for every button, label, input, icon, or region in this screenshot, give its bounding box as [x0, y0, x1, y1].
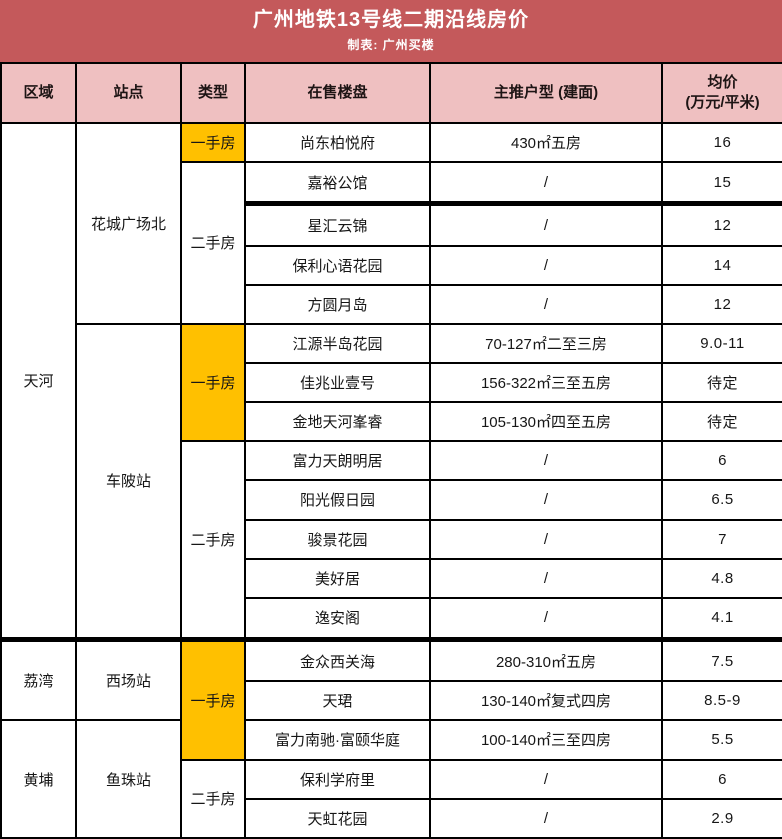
header-property: 在售楼盘 [244, 62, 431, 124]
table-row: 荔湾 西场站 一手房 金众西关海 280-310㎡五房 7.5 [0, 638, 782, 761]
region-cell: 黄埔 [0, 719, 77, 839]
layout-cell: / [429, 440, 663, 482]
layout-cell: 130-140㎡复式四房 [429, 680, 663, 722]
station-cell: 西场站 [75, 638, 182, 722]
layout-cell: 280-310㎡五房 [429, 638, 663, 683]
header-type: 类型 [180, 62, 246, 124]
layout-cell: 70-127㎡二至三房 [429, 322, 663, 364]
property-cell: 逸安阁 [244, 596, 431, 642]
table-row: 美好居 / 4.8 [1, 557, 782, 599]
price-cell: 5.5 [661, 719, 782, 761]
table-row: 天珺 130-140㎡复式四房 8.5-9 [1, 680, 782, 722]
layout-cell: / [429, 596, 663, 642]
layout-cell: / [429, 518, 663, 560]
layout-cell: / [429, 797, 663, 839]
price-cell: 14 [661, 244, 782, 286]
layout-cell: / [429, 479, 663, 521]
header-station: 站点 [75, 62, 182, 124]
property-cell: 天虹花园 [244, 797, 431, 839]
layout-cell: 430㎡五房 [429, 121, 663, 164]
property-cell: 方圆月岛 [244, 283, 431, 325]
page-title: 广州地铁13号线二期沿线房价 [252, 9, 530, 31]
price-cell: 待定 [661, 361, 782, 404]
table-row: 保利心语花园 / 14 [1, 244, 782, 286]
layout-cell: / [429, 244, 663, 286]
station-cell: 花城广场北 [75, 122, 182, 325]
layout-cell: / [429, 758, 663, 800]
price-cell: 6.5 [661, 479, 782, 521]
title-bar: 广州地铁13号线二期沿线房价 制表: 广州买楼 [0, 0, 782, 62]
property-cell: 美好居 [244, 557, 431, 599]
table-row: 骏景花园 / 7 [1, 518, 782, 560]
type-cell-second-hand: 二手房 [180, 440, 246, 643]
header-row: 区域 站点 类型 在售楼盘 主推户型 (建面) 均价 (万元/平米) [0, 62, 782, 124]
header-region: 区域 [0, 62, 77, 124]
type-cell-second-hand: 二手房 [180, 758, 246, 839]
price-cell: 7.5 [661, 638, 782, 683]
layout-cell: / [429, 161, 663, 207]
property-cell: 尚东柏悦府 [244, 121, 431, 164]
table-row: 星汇云锦 / 12 [1, 202, 782, 247]
layout-cell: / [429, 202, 663, 247]
table-row: 二手房 嘉裕公馆 / 15 [1, 161, 782, 325]
layout-cell: 156-322㎡三至五房 [429, 361, 663, 404]
price-table: 区域 站点 类型 在售楼盘 主推户型 (建面) 均价 (万元/平米) 天河 花城… [0, 62, 782, 839]
property-cell: 骏景花园 [244, 518, 431, 560]
table-row: 天河 花城广场北 一手房 尚东柏悦府 430㎡五房 16 [0, 121, 782, 643]
price-cell: 待定 [661, 401, 782, 443]
table-row: 逸安阁 / 4.1 [1, 596, 782, 642]
station-cell: 车陂站 [75, 322, 182, 643]
price-cell: 12 [661, 202, 782, 247]
property-cell: 阳光假日园 [244, 479, 431, 521]
layout-cell: 105-130㎡四至五房 [429, 401, 663, 443]
price-cell: 16 [661, 121, 782, 164]
price-cell: 12 [661, 283, 782, 325]
table-row: 方圆月岛 / 12 [1, 283, 782, 325]
type-cell-second-hand: 二手房 [180, 161, 246, 325]
header-price-line1: 均价 [707, 73, 738, 91]
table-row: 黄埔 鱼珠站 富力南驰·富颐华庭 100-140㎡三至四房 5.5 [0, 719, 782, 839]
table-row: 车陂站 一手房 江源半岛花园 70-127㎡二至三房 9.0-11 [1, 322, 782, 643]
property-cell: 保利学府里 [244, 758, 431, 800]
table-row: 佳兆业壹号 156-322㎡三至五房 待定 [1, 361, 782, 404]
table-header: 区域 站点 类型 在售楼盘 主推户型 (建面) 均价 (万元/平米) [0, 62, 782, 124]
header-price-line2: (万元/平米) [685, 94, 760, 111]
price-cell: 4.8 [661, 557, 782, 599]
type-cell-first-hand: 一手房 [180, 322, 246, 443]
property-cell: 佳兆业壹号 [244, 361, 431, 404]
property-cell: 江源半岛花园 [244, 322, 431, 364]
price-cell: 7 [661, 518, 782, 560]
property-cell: 星汇云锦 [244, 202, 431, 247]
property-cell: 金众西关海 [244, 638, 431, 683]
layout-cell: 100-140㎡三至四房 [429, 719, 663, 761]
price-cell: 6 [661, 758, 782, 800]
table-row: 阳光假日园 / 6.5 [1, 479, 782, 521]
region-cell: 荔湾 [0, 638, 77, 722]
page-subtitle: 制表: 广州买楼 [347, 38, 435, 52]
property-cell: 保利心语花园 [244, 244, 431, 286]
property-cell: 富力天朗明居 [244, 440, 431, 482]
type-cell-first-hand: 一手房 [180, 121, 246, 164]
region-cell: 天河 [0, 122, 77, 643]
price-cell: 15 [661, 161, 782, 207]
table-row: 二手房 保利学府里 / 6 [1, 758, 782, 839]
price-cell: 2.9 [661, 797, 782, 839]
property-cell: 嘉裕公馆 [244, 161, 431, 207]
station-cell: 鱼珠站 [75, 719, 182, 839]
layout-cell: / [429, 283, 663, 325]
property-cell: 富力南驰·富颐华庭 [244, 719, 431, 761]
price-cell: 4.1 [661, 596, 782, 642]
type-cell-first-hand: 一手房 [180, 638, 246, 761]
header-price: 均价 (万元/平米) [661, 62, 782, 124]
header-layout: 主推户型 (建面) [429, 62, 663, 124]
layout-cell: / [429, 557, 663, 599]
table-row: 二手房 富力天朗明居 / 6 [1, 440, 782, 643]
property-cell: 金地天河峯睿 [244, 401, 431, 443]
price-cell: 9.0-11 [661, 322, 782, 364]
price-cell: 6 [661, 440, 782, 482]
price-cell: 8.5-9 [661, 680, 782, 722]
property-cell: 天珺 [244, 680, 431, 722]
